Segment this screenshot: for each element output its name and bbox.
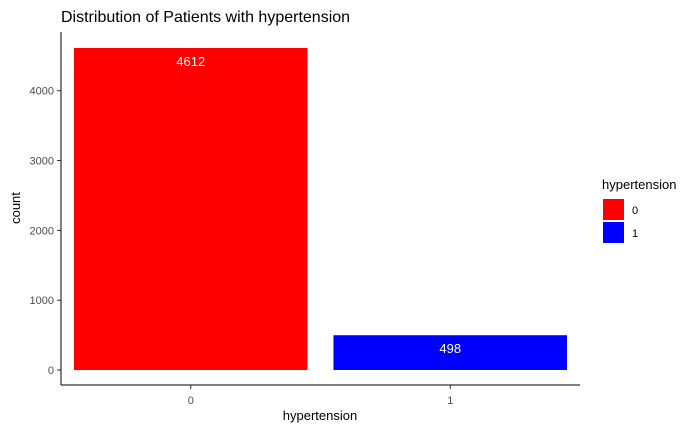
y-tick-label: 4000 — [30, 86, 54, 98]
x-axis-title: hypertension — [283, 408, 357, 423]
x-tick-label: 1 — [447, 395, 453, 407]
legend-swatch-0 — [603, 199, 624, 220]
y-tick-label: 3000 — [30, 156, 54, 168]
y-tick-label: 0 — [48, 365, 54, 377]
chart-title: Distribution of Patients with hypertensi… — [61, 9, 350, 26]
y-axis-ticks: 0 1000 2000 3000 4000 — [30, 86, 61, 377]
legend-label-1: 1 — [632, 228, 638, 240]
y-tick-label: 2000 — [30, 225, 54, 237]
data-label-1: 498 — [439, 341, 461, 356]
legend: hypertension 0 1 — [602, 177, 676, 243]
bars: 4612 498 — [73, 48, 568, 370]
y-axis-title: count — [8, 192, 23, 224]
x-tick-label: 0 — [188, 395, 194, 407]
legend-swatch-1 — [603, 222, 624, 243]
y-tick-label: 1000 — [30, 295, 54, 307]
legend-label-0: 0 — [632, 205, 638, 217]
legend-title: hypertension — [602, 177, 676, 192]
data-label-0: 4612 — [176, 54, 205, 69]
bar-1 — [333, 335, 568, 370]
bar-0 — [73, 48, 308, 370]
